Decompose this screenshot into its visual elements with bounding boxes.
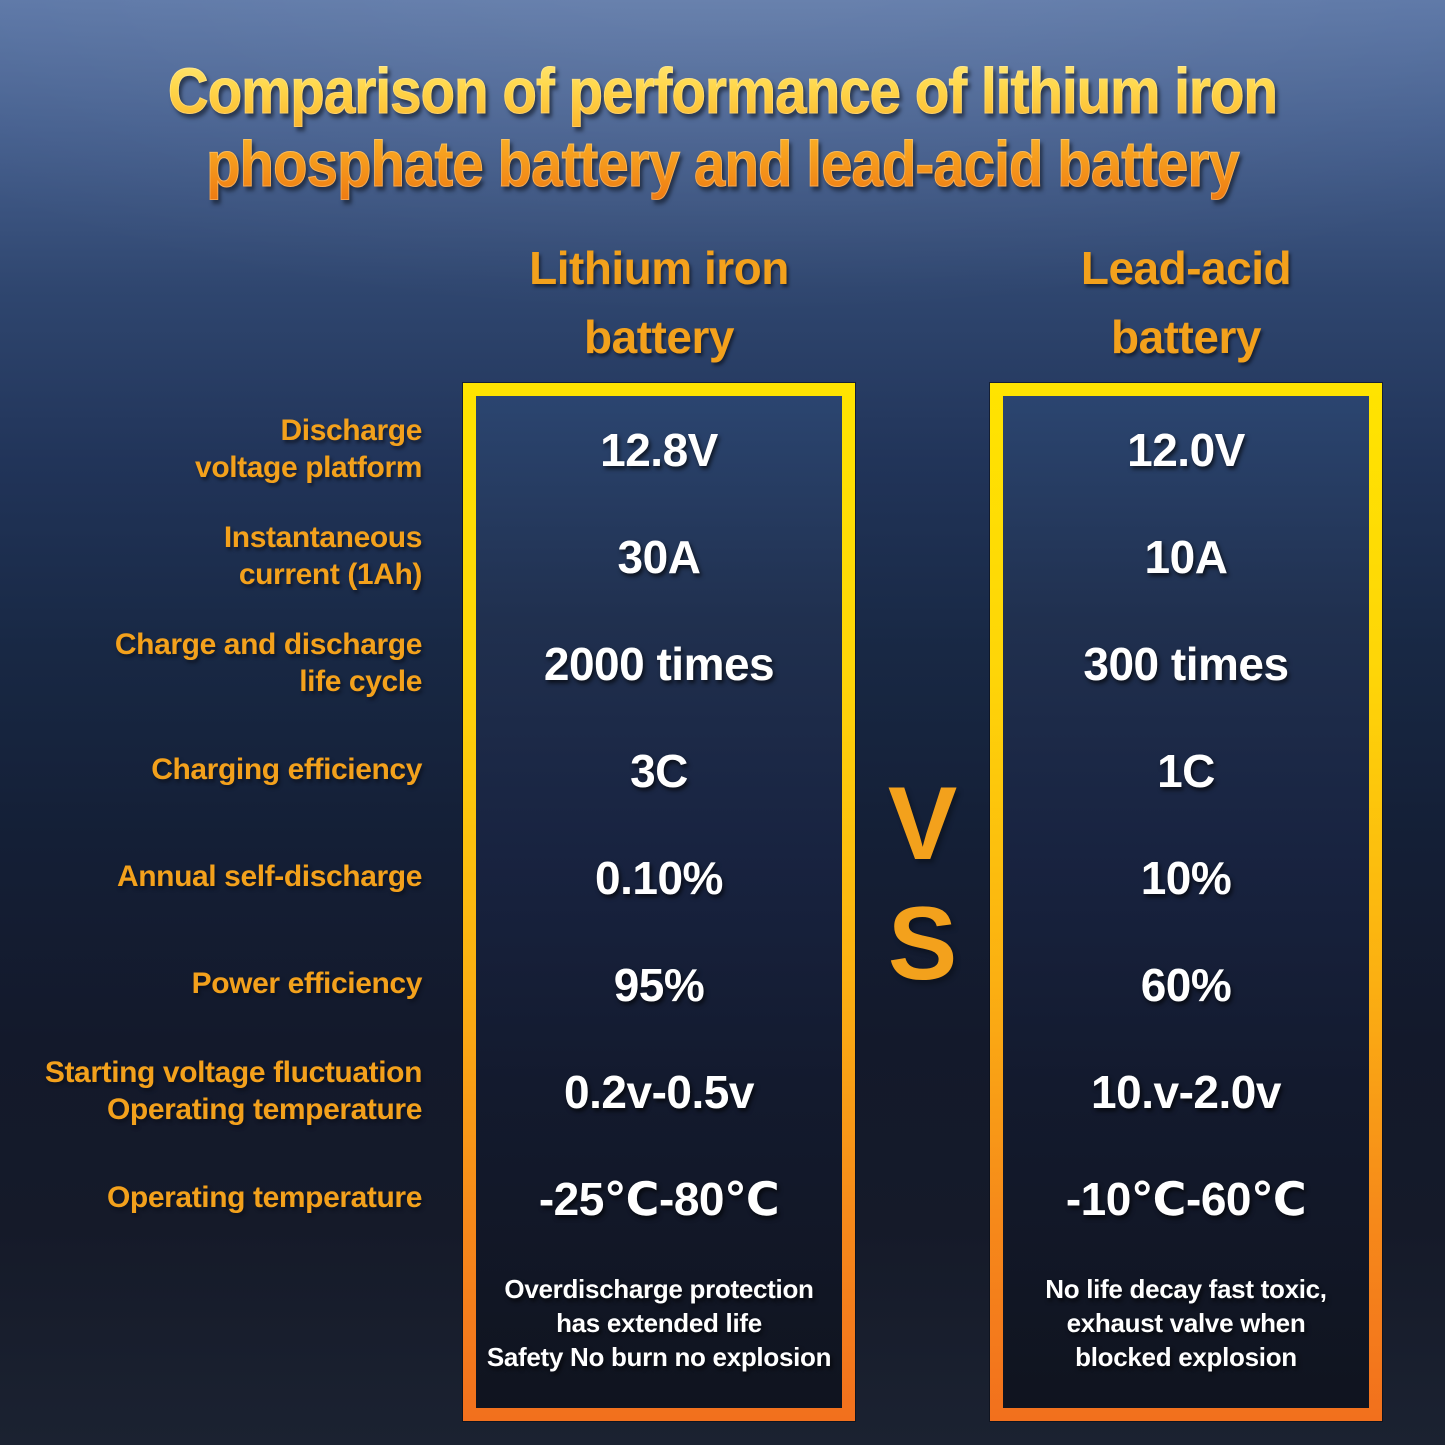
lithium-battery-panel: 12.8V 30A 2000 times 3C 0.10% 95% 0.2v-0… [463,383,855,1421]
lead-acid-value-life-cycle: 300 times [1083,637,1289,690]
column-header-lead-acid: Lead-acid battery [1080,242,1292,363]
row-label-life-cycle: Charge and discharge life cycle [114,627,422,698]
lithium-value-annual-self-discharge: 0.10% [595,851,723,904]
row-labels-column: Discharge voltage platform Instantaneous… [0,396,430,1252]
lithium-battery-panel-inner: 12.8V 30A 2000 times 3C 0.10% 95% 0.2v-0… [476,396,842,1408]
column-header-lithium: Lithium iron battery [529,242,789,363]
lithium-value-voltage-fluctuation: 0.2v-0.5v [564,1065,754,1118]
row-label-starting-voltage-fluctuation: Starting voltage fluctuation Operating t… [44,1055,423,1126]
lead-acid-value-voltage-fluctuation: 10.v-2.0v [1091,1065,1281,1118]
lithium-value-power-efficiency: 95% [613,958,705,1011]
vs-letter-s: S [887,886,958,1002]
lead-acid-value-instantaneous-current: 10A [1144,530,1228,583]
lead-acid-footer-note: No life decay fast toxic, exhaust valve … [1045,1273,1327,1373]
row-label-discharge-voltage: Discharge voltage platform [195,413,422,484]
row-label-instantaneous-current: Instantaneous current (1Ah) [223,520,423,591]
lithium-footer-note: Overdischarge protection has extended li… [486,1273,832,1373]
page-title: Comparison of performance of lithium iro… [167,54,1278,200]
row-label-charging-efficiency: Charging efficiency [151,753,422,787]
row-label-operating-temperature: Operating temperature [106,1181,422,1215]
lithium-value-discharge-voltage: 12.8V [600,423,718,476]
row-label-power-efficiency: Power efficiency [191,967,423,1001]
lithium-value-operating-temperature: -25℃-80℃ [538,1172,780,1225]
lead-acid-value-annual-self-discharge: 10% [1140,851,1232,904]
lead-acid-value-charging-efficiency: 1C [1157,744,1215,797]
row-label-annual-self-discharge: Annual self-discharge [116,860,422,894]
vs-letter-v: V [887,766,958,882]
lead-acid-value-operating-temperature: -10℃-60℃ [1065,1172,1307,1225]
lithium-value-charging-efficiency: 3C [630,744,688,797]
title-container: Comparison of performance of lithium iro… [87,12,1359,244]
lead-acid-value-discharge-voltage: 12.0V [1127,423,1245,476]
lead-acid-value-power-efficiency: 60% [1140,958,1232,1011]
lithium-value-instantaneous-current: 30A [617,530,701,583]
vs-divider: V S [855,772,990,996]
lead-acid-battery-panel: 12.0V 10A 300 times 1C 10% 60% 10.v-2.0v… [990,383,1382,1421]
lead-acid-battery-panel-inner: 12.0V 10A 300 times 1C 10% 60% 10.v-2.0v… [1003,396,1369,1408]
lithium-value-life-cycle: 2000 times [543,637,775,690]
